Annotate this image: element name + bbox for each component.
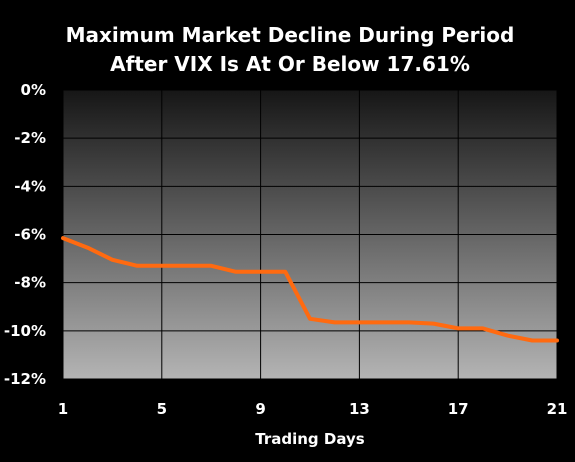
x-axis-tick-labels: 1 5 9 13 17 21 bbox=[58, 400, 568, 418]
series-layer bbox=[61, 236, 559, 343]
y-tick-label: -6% bbox=[14, 226, 46, 244]
x-tick-label: 17 bbox=[448, 400, 469, 418]
x-tick-label: 5 bbox=[157, 400, 167, 418]
y-tick-label: -8% bbox=[14, 274, 46, 292]
x-tick-label: 1 bbox=[58, 400, 68, 418]
y-tick-label: -10% bbox=[4, 322, 46, 340]
chart-title-line-1: Maximum Market Decline During Period bbox=[66, 23, 515, 47]
series-line bbox=[61, 236, 559, 343]
x-tick-label: 9 bbox=[255, 400, 265, 418]
chart-title-line-2: After VIX Is At Or Below 17.61% bbox=[110, 52, 470, 76]
y-tick-label: 0% bbox=[21, 81, 46, 99]
x-axis-title: Trading Days bbox=[255, 430, 365, 448]
x-tick-label: 13 bbox=[349, 400, 370, 418]
grid-lines bbox=[62, 89, 558, 380]
x-tick-label: 21 bbox=[547, 400, 568, 418]
y-tick-label: -2% bbox=[14, 129, 46, 147]
y-axis-tick-labels: 0% -2% -4% -6% -8% -10% -12% bbox=[4, 81, 46, 388]
y-tick-label: -12% bbox=[4, 370, 46, 388]
y-tick-label: -4% bbox=[14, 177, 46, 195]
